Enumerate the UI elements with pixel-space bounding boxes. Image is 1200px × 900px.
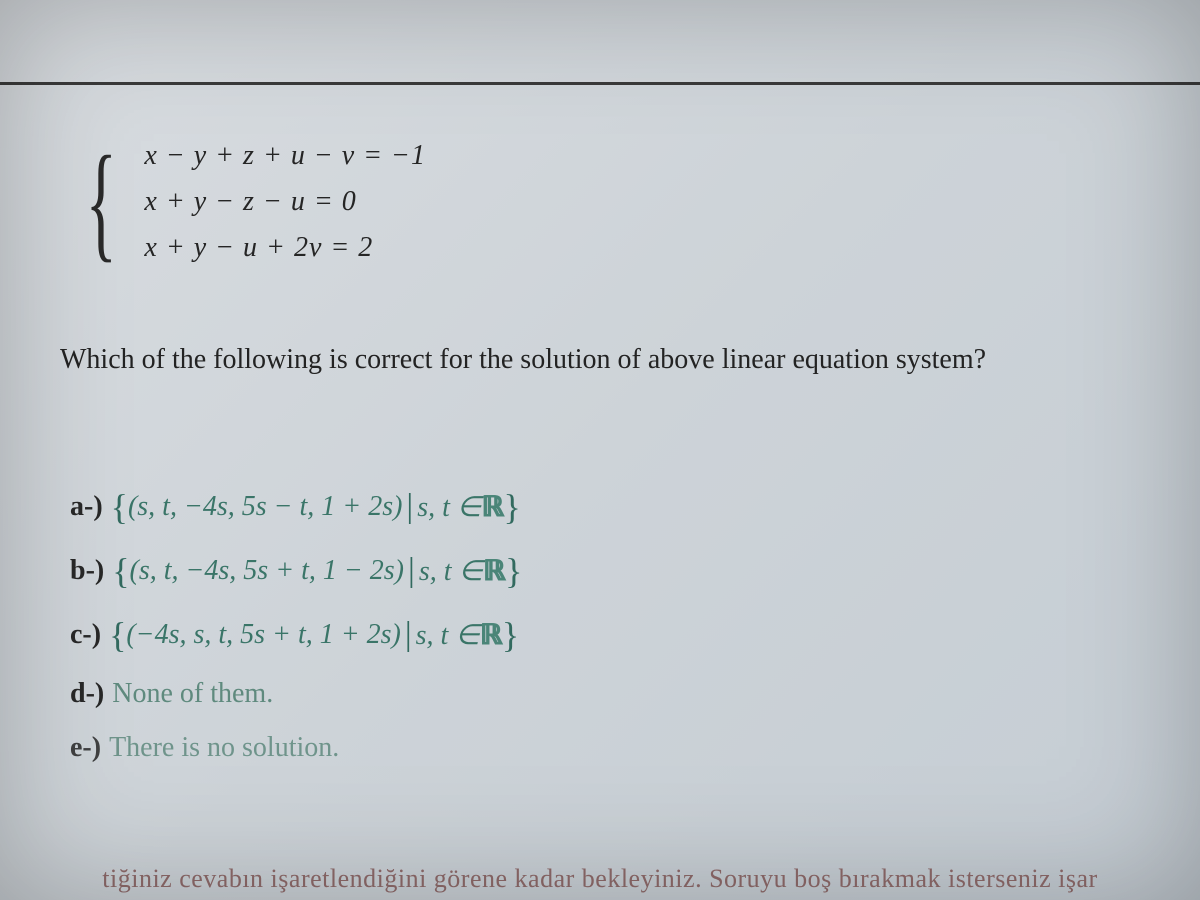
option-a-label: a-) (70, 491, 103, 523)
option-d-label: d-) (70, 678, 104, 710)
set-close-brace: } (505, 550, 522, 592)
answer-options: a-) { (s, t, −4s, 5s − t, 1 + 2s) | s, t… (70, 486, 1140, 764)
horizontal-divider (0, 82, 1200, 85)
set-divider-bar: | (406, 488, 413, 526)
footer-instruction-text: tiğiniz cevabın işaretlendiğini görene k… (0, 864, 1200, 894)
option-c-label: c-) (70, 619, 101, 651)
option-e[interactable]: e-) There is no solution. (70, 732, 1140, 764)
option-b-tuple: (s, t, −4s, 5s + t, 1 − 2s) (130, 555, 404, 587)
option-e-label: e-) (70, 732, 101, 764)
option-a[interactable]: a-) { (s, t, −4s, 5s − t, 1 + 2s) | s, t… (70, 486, 1140, 528)
option-c[interactable]: c-) { (−4s, s, t, 5s + t, 1 + 2s) | s, t… (70, 614, 1140, 656)
option-b-condition: s, t ∈ (419, 554, 483, 588)
set-close-brace: } (504, 486, 521, 528)
set-open-brace: { (111, 486, 128, 528)
real-symbol: ℝ (481, 490, 503, 524)
set-divider-bar: | (408, 552, 415, 590)
option-a-condition: s, t ∈ (417, 490, 481, 524)
question-prompt: Which of the following is correct for th… (60, 339, 1140, 381)
option-c-tuple: (−4s, s, t, 5s + t, 1 + 2s) (126, 619, 400, 651)
option-c-condition: s, t ∈ (416, 618, 480, 652)
set-close-brace: } (502, 614, 519, 656)
option-a-tuple: (s, t, −4s, 5s − t, 1 + 2s) (128, 491, 402, 523)
system-brace: { (86, 144, 117, 261)
question-content: { x − y + z + u − v = −1 x + y − z − u =… (0, 0, 1200, 804)
real-symbol: ℝ (483, 554, 505, 588)
equation-system-block: { x − y + z + u − v = −1 x + y − z − u =… (70, 140, 1140, 264)
option-b[interactable]: b-) { (s, t, −4s, 5s + t, 1 − 2s) | s, t… (70, 550, 1140, 592)
equation-2: x + y − z − u = 0 (144, 186, 426, 218)
set-open-brace: { (112, 550, 129, 592)
equation-1: x − y + z + u − v = −1 (144, 140, 426, 172)
equation-3: x + y − u + 2v = 2 (144, 232, 426, 264)
option-d-text: None of them. (112, 678, 273, 710)
option-e-text: There is no solution. (109, 732, 339, 764)
set-divider-bar: | (405, 616, 412, 654)
option-b-label: b-) (70, 555, 104, 587)
equations-list: x − y + z + u − v = −1 x + y − z − u = 0… (144, 140, 426, 264)
set-open-brace: { (109, 614, 126, 656)
option-d[interactable]: d-) None of them. (70, 678, 1140, 710)
real-symbol: ℝ (480, 618, 502, 652)
